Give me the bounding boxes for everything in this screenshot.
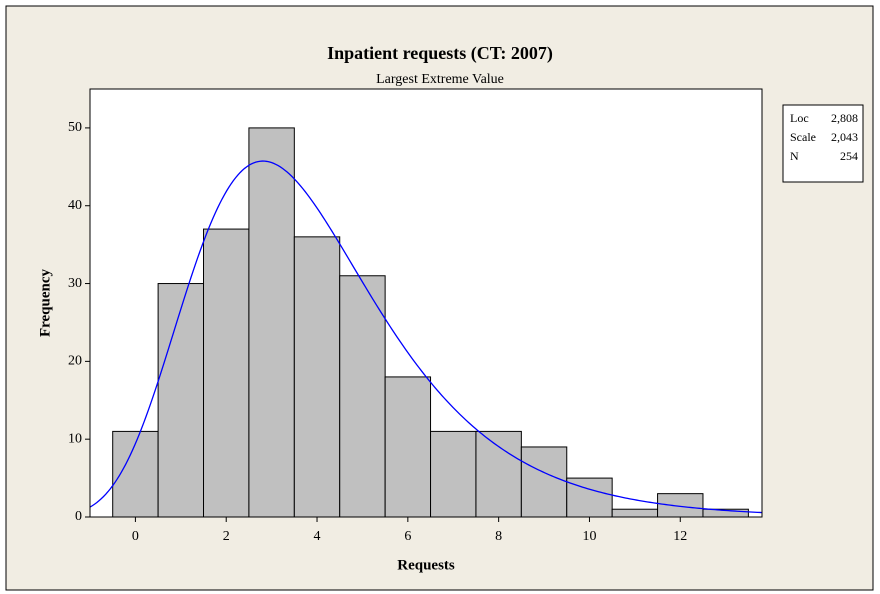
x-tick-label: 0 xyxy=(132,529,139,544)
bar xyxy=(339,275,386,518)
y-tick-label: 0 xyxy=(75,509,82,524)
x-tick-label: 8 xyxy=(495,529,502,544)
y-tick-label: 10 xyxy=(68,431,82,446)
stat-value: 2,808 xyxy=(831,111,858,125)
stat-label: Scale xyxy=(790,130,816,144)
bar xyxy=(430,430,477,518)
fit-curve xyxy=(90,160,762,514)
y-tick-label: 50 xyxy=(68,120,82,135)
x-tick-label: 10 xyxy=(582,529,596,544)
stats-box xyxy=(782,104,864,183)
bar xyxy=(248,127,295,518)
bar xyxy=(520,446,568,518)
stat-value: 254 xyxy=(840,149,858,163)
bar xyxy=(657,493,704,518)
x-tick-label: 6 xyxy=(404,529,411,544)
chart-title: Inpatient requests (CT: 2007) xyxy=(327,43,553,64)
bar xyxy=(384,376,432,518)
bar xyxy=(611,508,659,518)
bar xyxy=(475,430,522,518)
y-axis-label: Frequency xyxy=(37,268,53,337)
bar xyxy=(203,228,250,518)
x-tick-label: 12 xyxy=(673,529,687,544)
plot-border xyxy=(89,88,763,518)
stat-label: N xyxy=(790,149,799,163)
x-axis-label: Requests xyxy=(397,557,455,573)
chart-subtitle: Largest Extreme Value xyxy=(376,72,504,87)
x-tick-label: 2 xyxy=(223,529,230,544)
bar xyxy=(293,236,341,518)
stat-value: 2,043 xyxy=(831,130,858,144)
y-tick-label: 20 xyxy=(68,354,82,369)
y-tick-label: 40 xyxy=(68,198,82,213)
stat-label: Loc xyxy=(790,111,809,125)
x-tick-label: 4 xyxy=(314,529,321,544)
bar xyxy=(157,283,205,518)
y-tick-label: 30 xyxy=(68,276,82,291)
